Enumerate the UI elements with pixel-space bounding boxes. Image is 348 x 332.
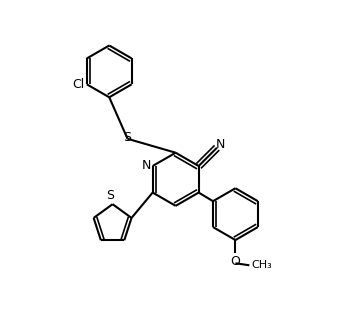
Text: S: S (106, 189, 114, 202)
Text: O: O (230, 255, 240, 268)
Text: N: N (216, 138, 226, 151)
Text: Cl: Cl (72, 78, 84, 91)
Text: N: N (142, 159, 151, 172)
Text: S: S (124, 131, 132, 144)
Text: CH₃: CH₃ (251, 260, 272, 270)
